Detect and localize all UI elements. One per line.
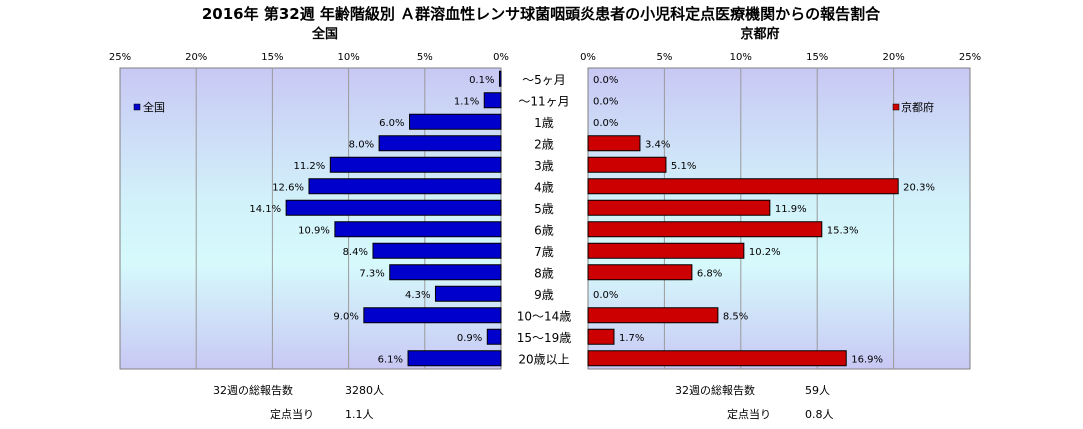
right-bar-label: 5.1% xyxy=(671,161,696,172)
right-bar xyxy=(587,264,693,281)
left-tick-label: 20% xyxy=(185,52,207,63)
left-bar xyxy=(498,70,502,87)
category-label: 1歳 xyxy=(534,116,554,130)
right-bar-label: 20.3% xyxy=(903,182,935,193)
right-bar xyxy=(587,135,641,152)
left-bar xyxy=(308,178,502,195)
left-bar-label: 9.0% xyxy=(333,311,358,322)
left-bar xyxy=(389,264,502,281)
category-label: 3歳 xyxy=(534,159,554,173)
left-per-value: 1.1人 xyxy=(345,408,374,421)
left-bar xyxy=(329,156,502,173)
category-label: 20歳以上 xyxy=(518,352,569,366)
left-bar-label: 0.1% xyxy=(469,75,494,86)
right-bar-label: 15.3% xyxy=(827,225,859,236)
left-bar-label: 6.0% xyxy=(379,118,404,129)
right-bar xyxy=(587,350,847,367)
left-panel-title: 全国 xyxy=(311,26,338,42)
left-bar xyxy=(483,92,502,109)
left-bar-label: 4.3% xyxy=(405,290,430,301)
left-bar-label: 12.6% xyxy=(272,182,304,193)
right-bar-label: 0.0% xyxy=(593,290,618,301)
right-bar-label: 16.9% xyxy=(851,354,883,365)
right-legend-swatch xyxy=(892,103,900,111)
left-tick-label: 5% xyxy=(417,52,433,63)
category-label: 2歳 xyxy=(534,137,554,151)
right-per-value: 0.8人 xyxy=(805,408,834,421)
left-bar-label: 11.2% xyxy=(294,161,326,172)
right-tick-label: 10% xyxy=(730,52,752,63)
left-legend-label: 全国 xyxy=(143,100,165,114)
left-bar-label: 10.9% xyxy=(298,225,330,236)
left-bar-label: 6.1% xyxy=(378,354,403,365)
left-tick-label: 15% xyxy=(261,52,283,63)
left-bar xyxy=(407,350,502,367)
right-bar xyxy=(587,328,615,345)
right-bar-label: 6.8% xyxy=(697,268,722,279)
right-bar xyxy=(587,221,823,238)
category-label: ～5ヶ月 xyxy=(522,73,566,87)
left-legend-swatch xyxy=(133,103,141,111)
right-tick-label: 0% xyxy=(580,52,596,63)
right-tick-label: 5% xyxy=(656,52,672,63)
right-tick-label: 25% xyxy=(959,52,981,63)
left-plot-area xyxy=(119,67,502,370)
left-bar xyxy=(334,221,502,238)
right-bar-label: 10.2% xyxy=(749,247,781,258)
left-total-value: 3280人 xyxy=(345,384,384,397)
category-label: 8歳 xyxy=(534,266,554,280)
category-label: 10～14歳 xyxy=(517,309,572,323)
left-bar xyxy=(409,113,502,130)
left-bar xyxy=(363,307,502,324)
left-bar xyxy=(434,285,502,302)
category-label: ～11ヶ月 xyxy=(518,94,569,108)
right-tick-label: 15% xyxy=(806,52,828,63)
right-tick-label: 20% xyxy=(882,52,904,63)
right-bar xyxy=(587,307,719,324)
left-bar-label: 14.1% xyxy=(249,204,281,215)
category-label: 5歳 xyxy=(534,202,554,216)
right-total-label: 32週の総報告数 xyxy=(675,383,755,397)
right-bar-label: 0.0% xyxy=(593,96,618,107)
left-legend: 全国 xyxy=(133,100,165,114)
right-bar-label: 11.9% xyxy=(775,204,807,215)
right-bar xyxy=(587,156,667,173)
left-bar-label: 8.4% xyxy=(343,247,368,258)
left-bar-label: 7.3% xyxy=(359,268,384,279)
category-label: 9歳 xyxy=(534,288,554,302)
left-bar-label: 0.9% xyxy=(457,333,482,344)
left-per-label: 定点当り xyxy=(270,407,314,421)
right-legend: 京都府 xyxy=(892,100,934,114)
right-bar-label: 8.5% xyxy=(723,311,748,322)
right-per-label: 定点当り xyxy=(727,407,771,421)
left-bar-label: 8.0% xyxy=(349,139,374,150)
left-tick-label: 0% xyxy=(493,52,509,63)
left-bar xyxy=(372,242,502,259)
right-bar xyxy=(587,178,899,195)
left-total-label: 32週の総報告数 xyxy=(213,383,293,397)
left-bar xyxy=(378,135,502,152)
chart-title: 2016年 第32週 年齢階級別 Ａ群溶血性レンサ球菌咽頭炎患者の小児科定点医療… xyxy=(202,5,881,23)
left-tick-label: 25% xyxy=(109,52,131,63)
right-total-value: 59人 xyxy=(805,384,830,397)
right-bar-label: 1.7% xyxy=(619,333,644,344)
right-legend-label: 京都府 xyxy=(901,100,934,114)
left-tick-label: 10% xyxy=(337,52,359,63)
category-label: 15～19歳 xyxy=(517,331,572,345)
right-bar xyxy=(587,242,745,259)
right-bar-label: 3.4% xyxy=(645,139,670,150)
category-label: 6歳 xyxy=(534,223,554,237)
right-bar-label: 0.0% xyxy=(593,118,618,129)
left-bar-label: 1.1% xyxy=(454,96,479,107)
left-bar xyxy=(285,199,502,216)
right-bar xyxy=(587,199,771,216)
right-bar-label: 0.0% xyxy=(593,75,618,86)
right-panel-title: 京都府 xyxy=(740,26,779,42)
category-label: 4歳 xyxy=(534,180,554,194)
left-bar xyxy=(486,328,502,345)
category-label: 7歳 xyxy=(534,245,554,259)
